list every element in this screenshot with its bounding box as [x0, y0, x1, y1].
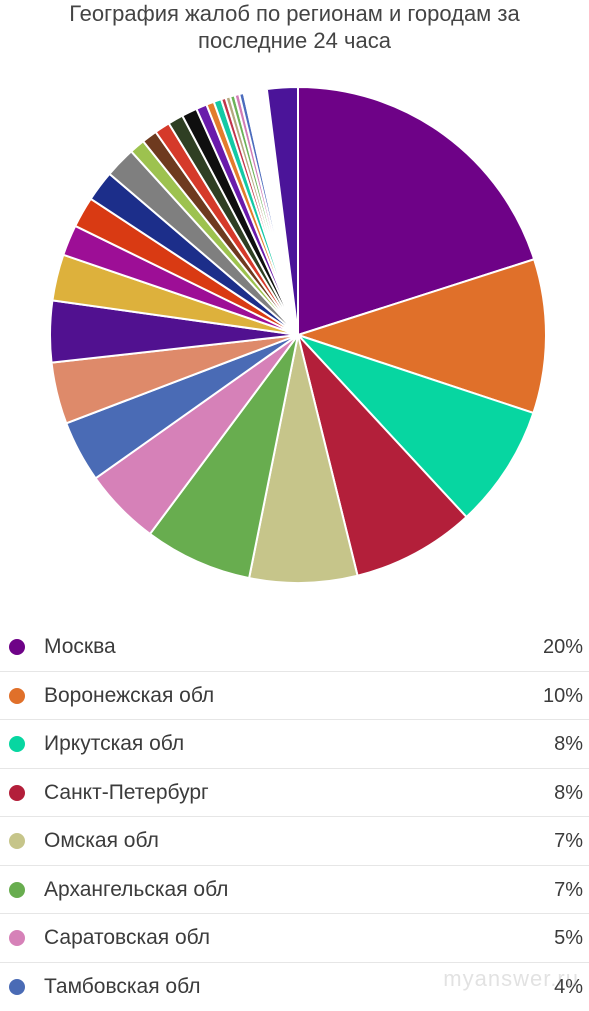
legend-label: Москва: [44, 635, 116, 659]
legend-row: Воронежская обл 10%: [0, 672, 589, 721]
legend-value: 20%: [543, 635, 583, 659]
legend-label: Воронежская обл: [44, 684, 214, 708]
legend-row: Архангельская обл 7%: [0, 866, 589, 915]
legend-label: Санкт-Петербург: [44, 781, 209, 805]
chart-legend: Москва 20% Воронежская обл 10% Иркутская обл…: [0, 623, 589, 1011]
legend-label: Саратовская обл: [44, 926, 210, 950]
legend-color-dot: [9, 736, 25, 752]
legend-label: Омская обл: [44, 829, 159, 853]
watermark: myanswer.ru: [443, 966, 579, 992]
legend-value: 10%: [543, 684, 583, 708]
legend-row: Омская обл 7%: [0, 817, 589, 866]
legend-row: Москва 20%: [0, 623, 589, 672]
legend-value: 7%: [554, 878, 583, 902]
legend-color-dot: [9, 688, 25, 704]
legend-color-dot: [9, 833, 25, 849]
legend-row: Саратовская обл 5%: [0, 914, 589, 963]
legend-label: Архангельская обл: [44, 878, 228, 902]
chart-title-line-1: География жалоб по регионам и городам за: [0, 0, 589, 27]
legend-row: Иркутская обл 8%: [0, 720, 589, 769]
legend-color-dot: [9, 930, 25, 946]
legend-label: Тамбовская обл: [44, 975, 200, 999]
legend-value: 8%: [554, 781, 583, 805]
legend-color-dot: [9, 979, 25, 995]
chart-title: География жалоб по регионам и городам за…: [0, 0, 589, 54]
legend-color-dot: [9, 639, 25, 655]
pie-chart: [0, 60, 589, 620]
chart-title-line-2: последние 24 часа: [0, 27, 589, 54]
legend-color-dot: [9, 785, 25, 801]
legend-value: 8%: [554, 732, 583, 756]
legend-color-dot: [9, 882, 25, 898]
legend-value: 7%: [554, 829, 583, 853]
legend-row: Санкт-Петербург 8%: [0, 769, 589, 818]
legend-value: 5%: [554, 926, 583, 950]
legend-label: Иркутская обл: [44, 732, 184, 756]
